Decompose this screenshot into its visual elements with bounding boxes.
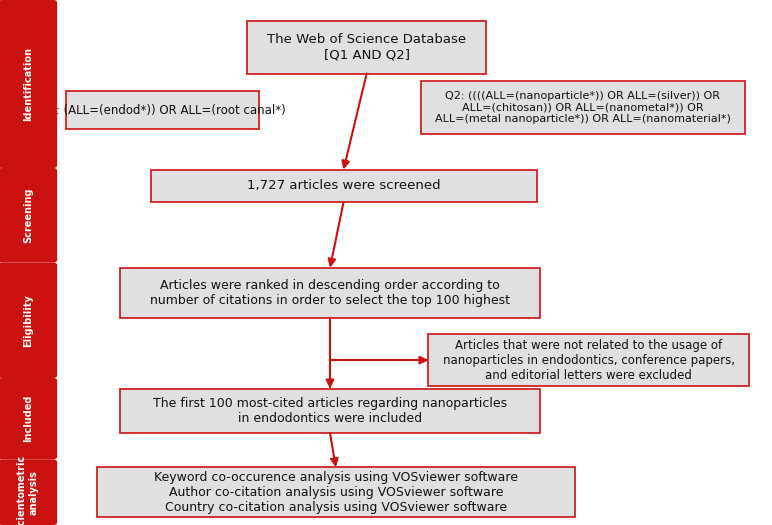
FancyBboxPatch shape [0, 168, 57, 262]
Text: Identification: Identification [23, 47, 32, 121]
Text: Eligibility: Eligibility [23, 294, 32, 346]
Text: 1,727 articles were screened: 1,727 articles were screened [247, 180, 440, 192]
FancyBboxPatch shape [66, 91, 259, 129]
FancyBboxPatch shape [0, 378, 57, 459]
FancyBboxPatch shape [0, 0, 57, 168]
FancyBboxPatch shape [421, 81, 745, 134]
Text: The first 100 most-cited articles regarding nanoparticles
in endodontics were in: The first 100 most-cited articles regard… [153, 397, 507, 425]
FancyBboxPatch shape [428, 334, 749, 386]
FancyBboxPatch shape [151, 170, 537, 202]
FancyBboxPatch shape [120, 388, 540, 433]
Text: Screening: Screening [23, 187, 32, 243]
Text: Articles that were not related to the usage of
nanoparticles in endodontics, con: Articles that were not related to the us… [442, 339, 735, 382]
Text: scientometric
analysis: scientometric analysis [17, 455, 39, 525]
Text: Articles were ranked in descending order according to
number of citations in ord: Articles were ranked in descending order… [150, 279, 510, 307]
FancyBboxPatch shape [0, 262, 57, 378]
FancyBboxPatch shape [247, 21, 486, 74]
Text: Keyword co-occurence analysis using VOSviewer software
Author co-citation analys: Keyword co-occurence analysis using VOSv… [154, 471, 518, 513]
FancyBboxPatch shape [0, 459, 57, 525]
FancyBboxPatch shape [120, 268, 540, 318]
Text: The Web of Science Database
[Q1 AND Q2]: The Web of Science Database [Q1 AND Q2] [267, 33, 466, 61]
Text: Q2: ((((ALL=(nanoparticle*)) OR ALL=(silver)) OR
ALL=(chitosan)) OR ALL=(nanomet: Q2: ((((ALL=(nanoparticle*)) OR ALL=(sil… [435, 91, 731, 124]
Text: Q1: (ALL=(endod*)) OR ALL=(root canal*): Q1: (ALL=(endod*)) OR ALL=(root canal*) [39, 103, 286, 116]
FancyBboxPatch shape [96, 467, 575, 517]
Text: Included: Included [23, 395, 32, 443]
